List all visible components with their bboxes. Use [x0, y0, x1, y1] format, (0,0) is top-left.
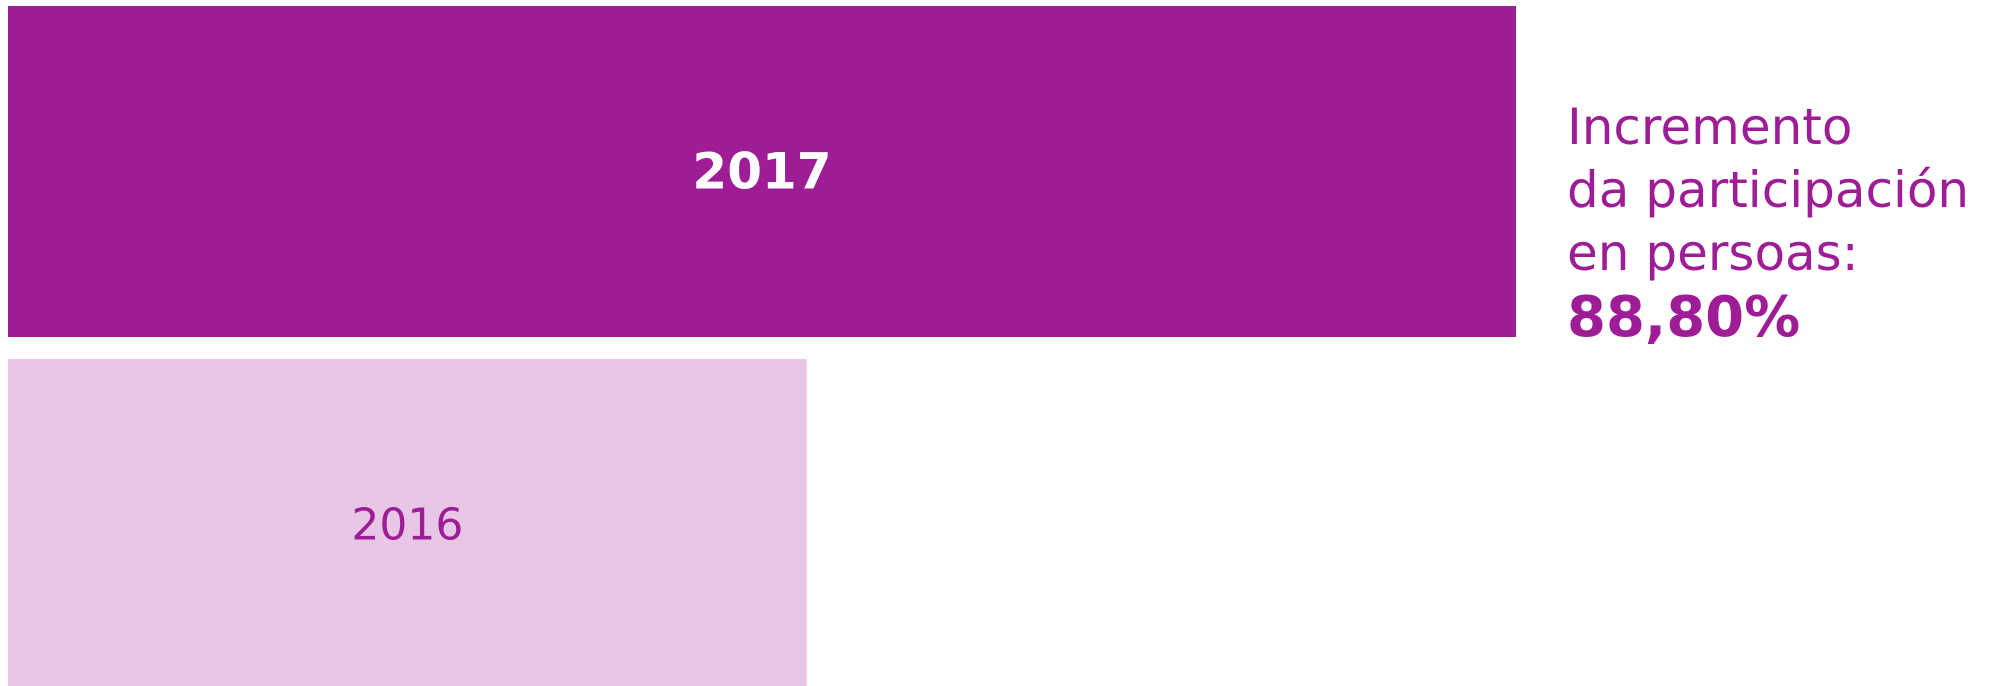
- bar: [8, 6, 1516, 337]
- bar-label: 2017: [692, 143, 831, 201]
- annotation-line: en persoas:: [1567, 224, 1859, 282]
- bar: [8, 359, 807, 686]
- annotation-highlight: 88,80%: [1567, 285, 1800, 350]
- annotation-line: Incremento: [1567, 98, 1853, 156]
- annotation-line: da participación: [1567, 161, 1969, 219]
- bar-label: 2016: [351, 500, 463, 551]
